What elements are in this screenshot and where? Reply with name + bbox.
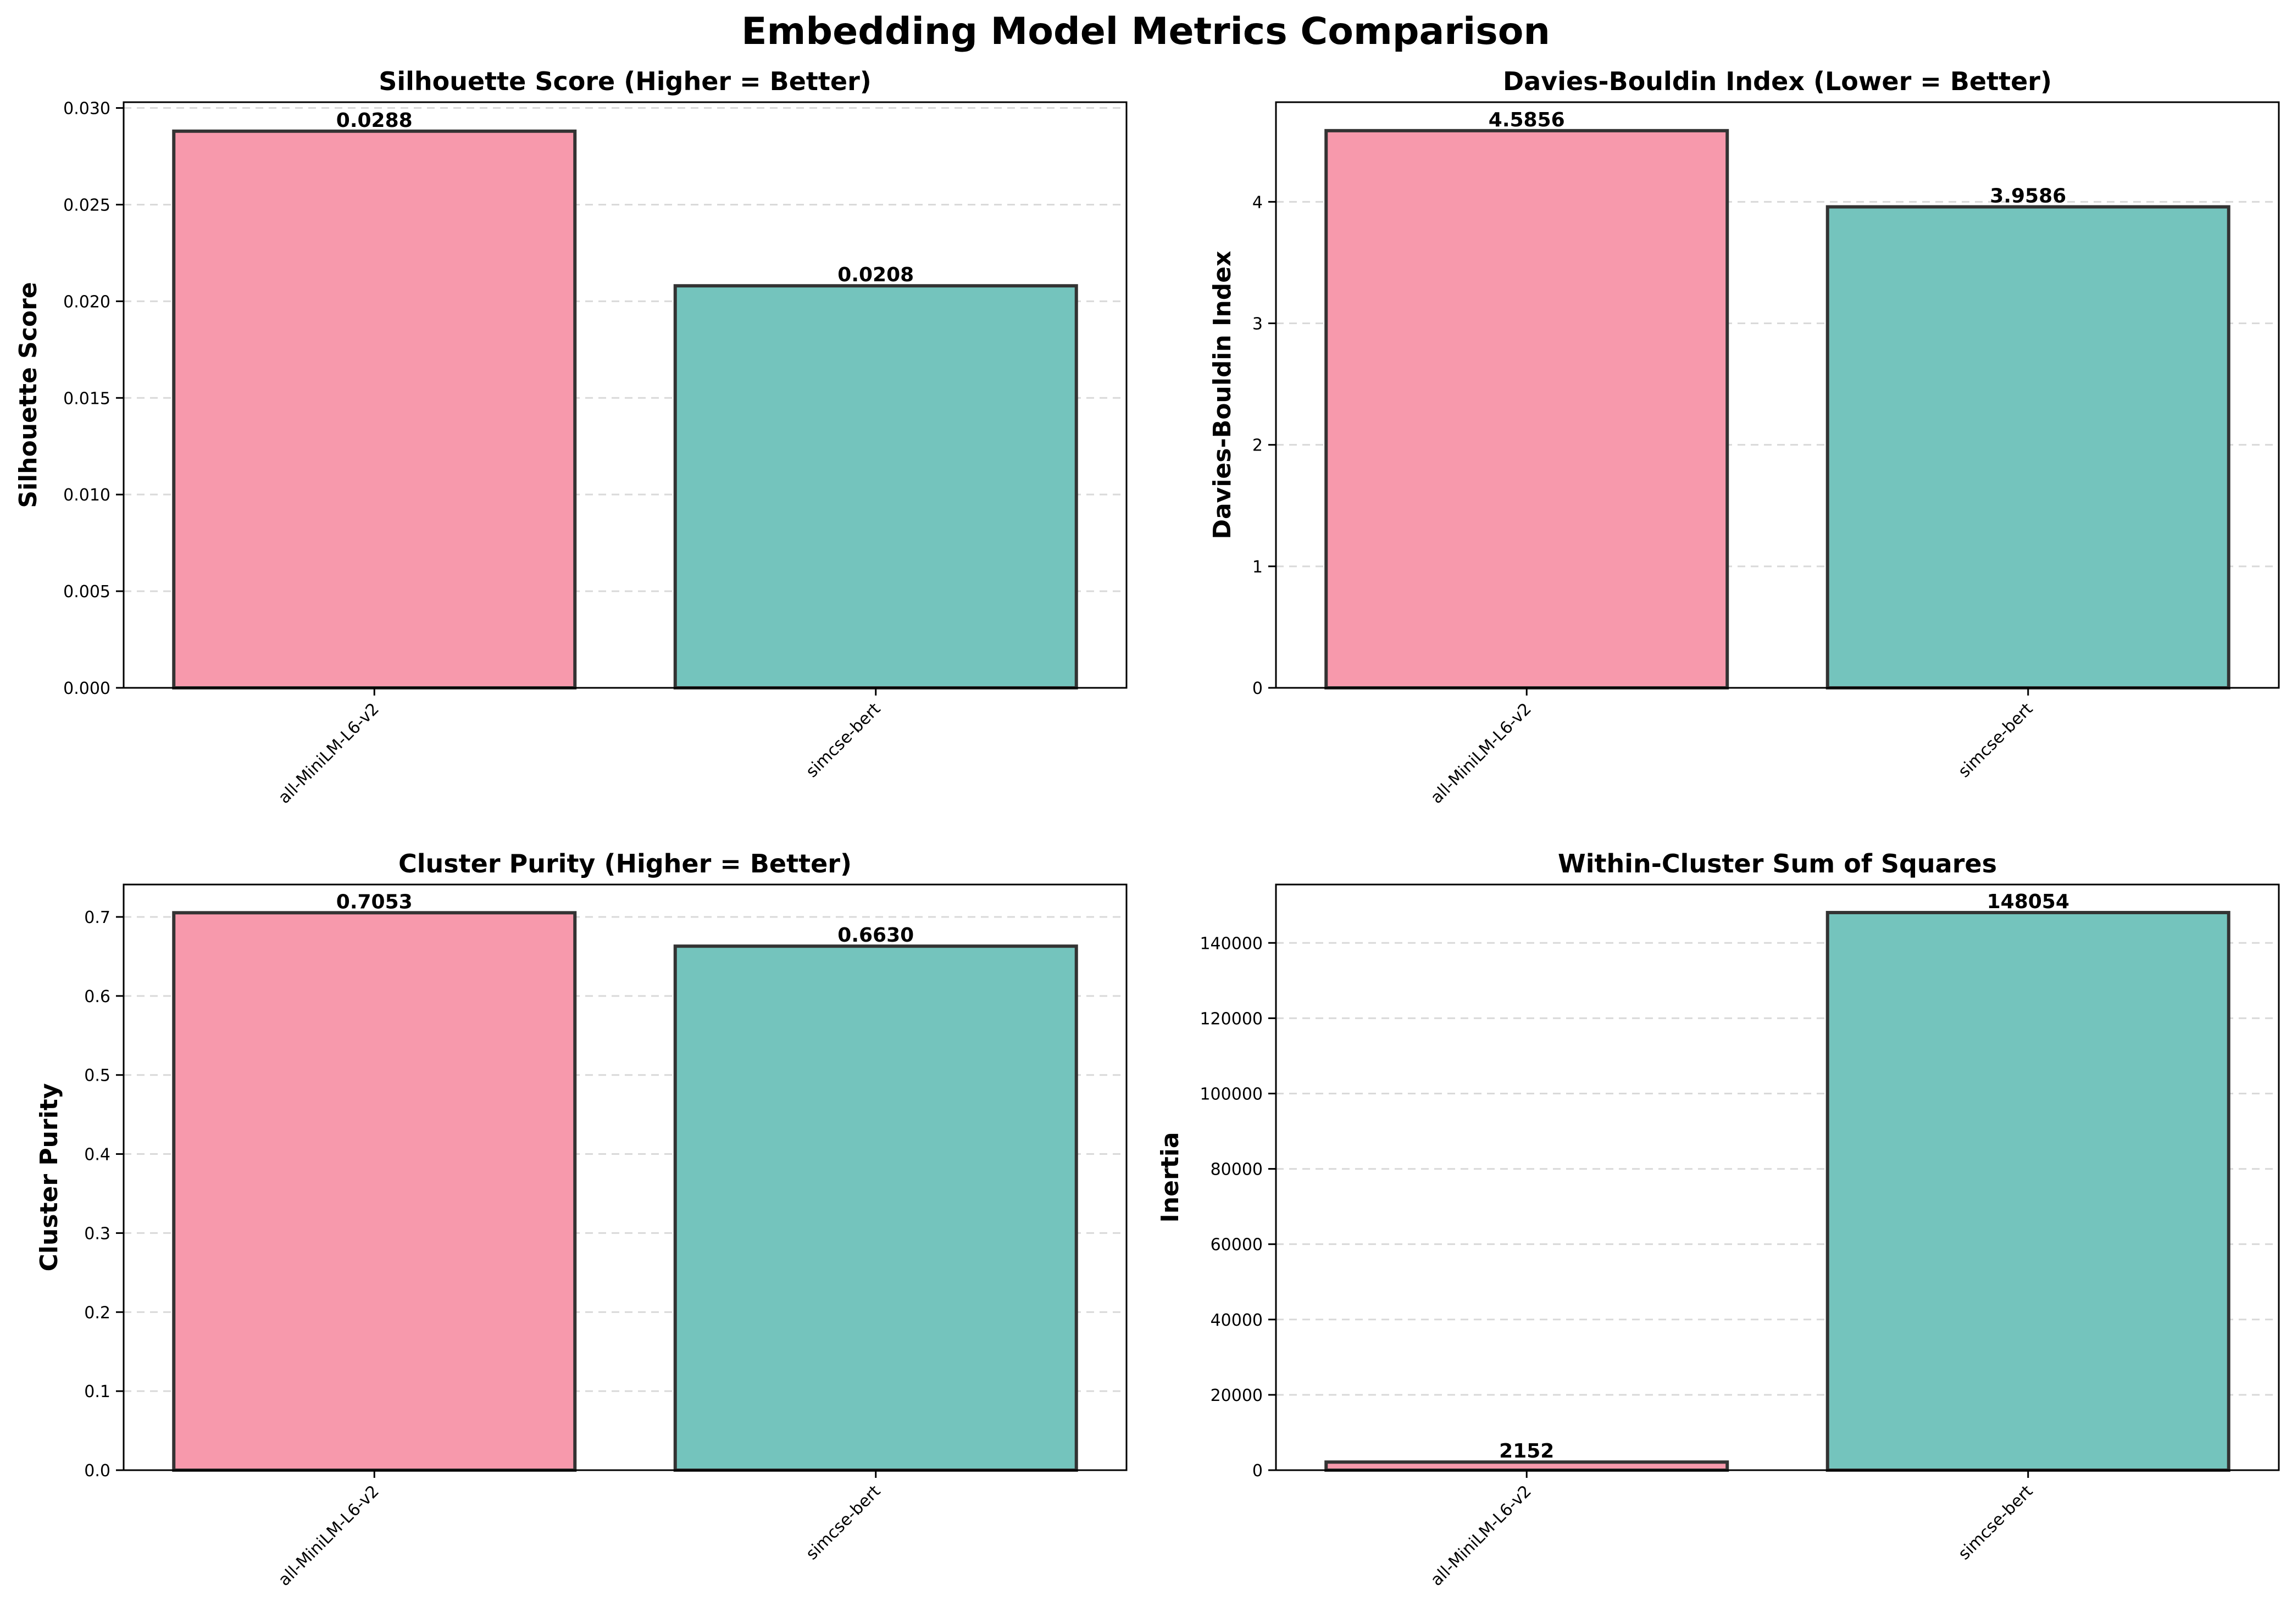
bar-value-label: 0.7053 [336, 891, 413, 913]
y-tick-label: 0.000 [63, 679, 110, 698]
axes-frame [1275, 883, 2280, 1471]
y-tick-label: 0.020 [63, 292, 110, 312]
y-tick-label: 0.6 [84, 987, 110, 1006]
y-tick-label: 60000 [1211, 1236, 1263, 1255]
y-tick-label: 2 [1252, 436, 1263, 455]
y-tick-label: 0 [1252, 679, 1263, 698]
y-tick-label: 0.005 [63, 582, 110, 602]
y-tick-label: 0.7 [84, 908, 110, 927]
y-axis-label: Cluster Purity [35, 1083, 63, 1272]
bar-value-label: 0.0288 [336, 109, 413, 132]
subplot-title: Davies-Bouldin Index (Lower = Better) [1503, 66, 2052, 96]
axes-frame [123, 101, 1128, 689]
bar-value-label: 4.5856 [1489, 109, 1565, 131]
bar-2 [1825, 911, 2230, 1472]
y-tick-label: 120000 [1200, 1009, 1263, 1028]
y-tick-label: 0.4 [84, 1145, 110, 1165]
y-tick-label: 3 [1252, 315, 1263, 334]
subplot-title: Within-Cluster Sum of Squares [1558, 849, 1997, 878]
bar-1 [172, 129, 577, 689]
y-tick-label: 0.0 [84, 1461, 110, 1481]
subplot-1: 0.0288all-MiniLM-L6-v20.0208simcse-bert0… [14, 66, 1128, 808]
y-tick-label: 0.2 [84, 1303, 110, 1322]
bar-2 [673, 944, 1078, 1472]
bar-value-label: 0.0208 [837, 264, 914, 286]
y-tick-label: 0.015 [63, 389, 110, 408]
bar-value-label: 3.9586 [1990, 185, 2066, 208]
y-tick-label: 80000 [1211, 1160, 1263, 1180]
y-axis-label: Davies-Bouldin Index [1208, 251, 1236, 539]
figure-title: Embedding Model Metrics Comparison [741, 10, 1550, 53]
y-tick-label: 0.025 [63, 196, 110, 215]
y-tick-label: 0.3 [84, 1224, 110, 1243]
y-tick-label: 20000 [1211, 1386, 1263, 1405]
y-axis-label: Silhouette Score [14, 282, 42, 508]
subplot-2: 4.5856all-MiniLM-L6-v23.9586simcse-bert0… [1208, 66, 2280, 808]
subplot-title: Silhouette Score (Higher = Better) [379, 66, 872, 96]
y-tick-label: 0.030 [63, 99, 110, 119]
bar-1 [172, 911, 577, 1472]
axes-frame [1275, 101, 2280, 689]
bar-value-label: 0.6630 [837, 924, 914, 947]
y-tick-label: 140000 [1200, 934, 1263, 953]
bar-1 [1324, 1460, 1729, 1472]
y-axis-label: Inertia [1156, 1132, 1184, 1222]
subplot-title: Cluster Purity (Higher = Better) [398, 849, 852, 878]
bar-2 [673, 284, 1078, 689]
axes-frame [123, 883, 1128, 1471]
y-tick-label: 1 [1252, 558, 1263, 577]
bar-value-label: 148054 [1987, 891, 2069, 913]
bar-1 [1324, 129, 1729, 689]
y-tick-label: 0.010 [63, 486, 110, 505]
subplot-4: 2152all-MiniLM-L6-v2148054simcse-bert020… [1156, 849, 2280, 1590]
y-tick-label: 0.1 [84, 1382, 110, 1401]
y-tick-label: 4 [1252, 193, 1263, 212]
y-tick-label: 0.5 [84, 1066, 110, 1086]
y-tick-label: 0 [1252, 1461, 1263, 1481]
y-tick-label: 100000 [1200, 1084, 1263, 1104]
bar-2 [1825, 205, 2230, 689]
bar-value-label: 2152 [1499, 1440, 1554, 1462]
y-tick-label: 40000 [1211, 1311, 1263, 1330]
